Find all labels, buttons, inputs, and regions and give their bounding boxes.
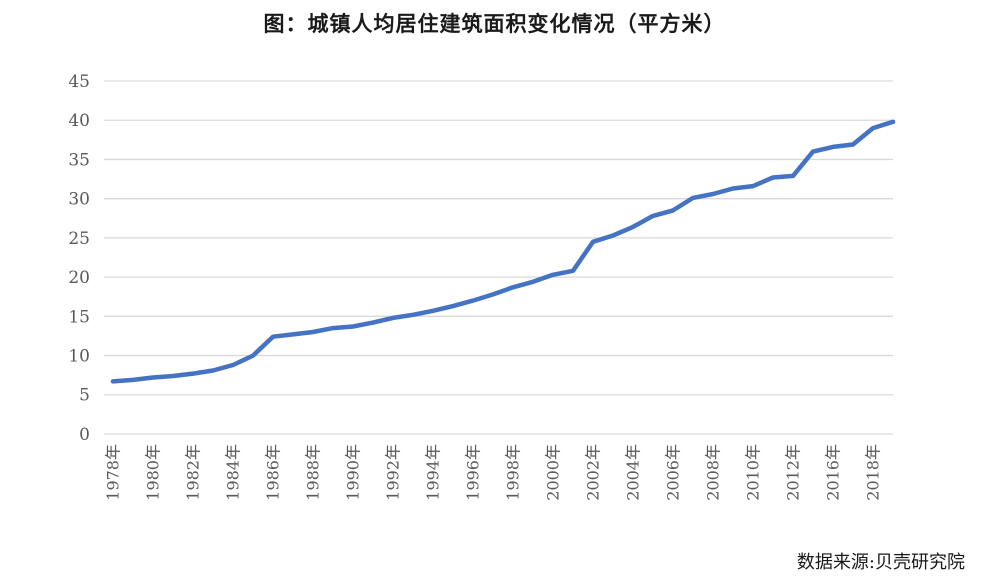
series-line xyxy=(110,119,896,384)
x-tick-label: 2000年 xyxy=(544,444,563,501)
x-tick-label: 1988年 xyxy=(304,444,323,501)
x-tick-label: 2004年 xyxy=(624,444,643,501)
y-tick-label: 0 xyxy=(79,425,90,445)
chart-title: 图：城镇人均居住建筑面积变化情况（平方米） xyxy=(263,11,726,36)
x-tick-label: 1992年 xyxy=(384,444,403,501)
y-tick-label: 45 xyxy=(68,72,90,92)
y-tick-label: 35 xyxy=(68,150,90,170)
x-tick-label: 1998年 xyxy=(504,444,523,501)
x-tick-label: 1990年 xyxy=(344,444,363,501)
y-tick-label: 20 xyxy=(68,268,90,288)
x-tick-label: 2012年 xyxy=(784,444,803,501)
y-tick-label: 25 xyxy=(68,229,90,249)
x-tick-label: 2018年 xyxy=(864,444,883,501)
x-tick-label: 1986年 xyxy=(264,444,283,501)
x-tick-label: 1978年 xyxy=(104,444,123,501)
series-polyline xyxy=(110,119,896,384)
y-axis-labels: 0 5 10 15 20 25 30 35 40 45 xyxy=(68,72,90,445)
x-tick-label: 2006年 xyxy=(664,444,683,501)
y-tick-label: 5 xyxy=(79,386,90,406)
x-tick-label: 2008年 xyxy=(704,444,723,501)
x-tick-label: 1994年 xyxy=(424,444,443,501)
x-tick-label: 1984年 xyxy=(224,444,243,501)
y-tick-label: 30 xyxy=(68,190,90,210)
x-tick-label: 1980年 xyxy=(144,444,163,501)
x-tick-label: 2010年 xyxy=(744,444,763,501)
x-tick-label: 2002年 xyxy=(584,444,603,501)
data-source-note: 数据来源:贝壳研究院 xyxy=(796,552,965,573)
y-tick-label: 15 xyxy=(68,307,90,327)
gridlines xyxy=(104,80,893,435)
x-tick-label: 2016年 xyxy=(824,444,843,501)
y-tick-label: 10 xyxy=(68,347,90,367)
x-tick-label: 1996年 xyxy=(464,444,483,501)
x-axis-labels: 1978年 1980年 1982年 1984年 1986年 1988年 1990年 1992年… xyxy=(104,444,883,501)
y-tick-label: 40 xyxy=(68,111,90,131)
x-tick-label: 1982年 xyxy=(184,444,203,501)
